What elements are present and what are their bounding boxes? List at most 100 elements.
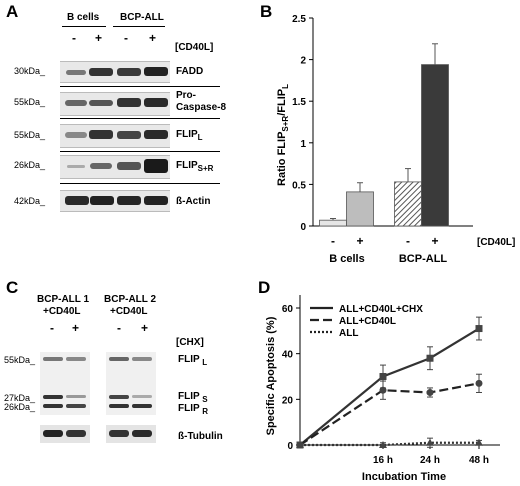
flip-text: FLIP — [176, 129, 198, 140]
band — [132, 404, 152, 408]
band — [144, 130, 168, 139]
x-tick-label: 16 h — [373, 455, 393, 466]
panel-a-protein-caspase-2: Caspase-8 — [176, 102, 227, 113]
panel-c-mw-55: 55kDa_ — [4, 355, 36, 365]
band — [132, 395, 152, 398]
legend-label: ALL+CD40L — [339, 316, 396, 327]
panel-c-mw-26: 26kDa_ — [4, 402, 36, 412]
panel-a-protein-actin: ß-Actin — [176, 196, 211, 207]
band — [65, 196, 89, 205]
series-line — [299, 382, 480, 446]
panel-c-lane-2: + — [72, 321, 80, 335]
bar — [346, 191, 374, 227]
band — [117, 196, 141, 205]
x-tick-label: 24 h — [420, 455, 440, 466]
lane-label: - — [406, 234, 410, 248]
band — [89, 100, 113, 106]
band — [66, 430, 86, 437]
band — [132, 430, 152, 437]
y-tick-label: 20 — [282, 395, 294, 406]
panel-a-mw-caspase: 55kDa_ — [14, 97, 46, 107]
panel-a-divider — [60, 183, 220, 184]
panel-c-label: C — [6, 278, 19, 297]
panel-c-group1-line1: BCP-ALL 1 — [37, 294, 90, 305]
band — [132, 357, 152, 361]
flip-sub: L — [197, 133, 203, 142]
panel-a-group-underline-1 — [62, 26, 106, 27]
band — [144, 98, 168, 107]
band — [66, 395, 86, 398]
panel-a-divider — [60, 86, 220, 87]
panel-c-lane-3: - — [117, 321, 121, 335]
flip-text: FLIP — [178, 391, 200, 402]
panel-a-protein-flipl: FLIPL — [176, 129, 203, 142]
y-tick-label: 2 — [300, 56, 306, 67]
blot-actin — [60, 190, 170, 212]
ylabel-main: Ratio FLIP — [276, 132, 288, 186]
data-point — [475, 379, 483, 387]
panel-c-group2-line1: BCP-ALL 2 — [104, 294, 157, 305]
panel-a-group-bcp-all: BCP-ALL — [120, 12, 164, 23]
band — [66, 357, 86, 361]
panel-d-label: D — [258, 278, 271, 297]
panel-a-mw-actin: 42kDa_ — [14, 196, 46, 206]
data-point — [379, 441, 387, 448]
chart-d: Specific Apoptosis (%) Incubation Time 0… — [265, 295, 500, 483]
data-point — [475, 325, 483, 333]
band — [65, 132, 87, 138]
flip-sub: S+R — [197, 164, 214, 173]
band — [67, 165, 85, 168]
panel-a-mw-fadd: 30kDa_ — [14, 66, 46, 76]
band — [89, 68, 113, 76]
chart-d-series — [296, 316, 483, 449]
blot-c-gel-2 — [106, 352, 156, 415]
band — [117, 98, 141, 107]
flip-text: FLIP — [178, 354, 200, 365]
treatment-label: [CD40L] — [477, 237, 515, 248]
band — [109, 395, 129, 399]
band — [109, 430, 129, 437]
y-tick-label: 1.5 — [292, 97, 306, 108]
chart-d-ylabel: Specific Apoptosis (%) — [265, 316, 277, 435]
band — [109, 357, 129, 361]
panel-c-treatment-label: [CHX] — [176, 337, 204, 348]
series-line — [299, 327, 480, 446]
chart-b-axes: 0 0.5 1 1.5 2 2.5 — [292, 14, 473, 233]
band — [90, 196, 114, 205]
panel-a-group-underline-2 — [113, 26, 165, 27]
panel-a-divider — [60, 118, 220, 119]
band — [117, 68, 141, 76]
panel-a-group-b-cells: B cells — [67, 12, 100, 23]
ylabel-sub1: S+R — [281, 116, 290, 132]
panel-c-mw-27: 27kDa_ — [4, 393, 36, 403]
y-tick-label: 0 — [287, 441, 293, 452]
panel-a-lane-3: - — [124, 31, 128, 45]
y-tick-label: 0.5 — [292, 180, 306, 191]
y-tick-label: 40 — [282, 350, 294, 361]
panel-a-lane-2: + — [95, 31, 103, 45]
lane-label: + — [356, 234, 363, 248]
band — [65, 100, 87, 106]
chart-b-ylabel: Ratio FLIPS+R/FLIPL — [276, 84, 290, 186]
panel-c-group2-line2: +CD40L — [110, 306, 148, 317]
band — [66, 404, 86, 408]
chart-b: Ratio FLIPS+R/FLIPL 0 0.5 1 1.5 2 2.5 - + - + B c… — [276, 14, 515, 265]
band — [43, 430, 63, 437]
data-point — [296, 441, 304, 448]
band — [144, 67, 168, 76]
band — [43, 357, 63, 361]
bar — [319, 219, 347, 227]
panel-c-lane-1: - — [50, 321, 54, 335]
lane-label: - — [331, 234, 335, 248]
y-tick-label: 60 — [282, 304, 294, 315]
panel-c-tubulin: ß-Tubulin — [178, 431, 223, 442]
band — [90, 163, 112, 169]
panel-b-label: B — [260, 2, 273, 21]
band — [144, 196, 168, 205]
legend-label: ALL — [339, 328, 358, 339]
band — [89, 130, 113, 139]
legend-label: ALL+CD40L+CHX — [339, 304, 423, 315]
panel-a-protein-caspase: Pro- — [176, 90, 196, 101]
panel-a-lane-1: - — [72, 31, 76, 45]
panel-c-flip-r: FLIP R — [178, 403, 208, 416]
